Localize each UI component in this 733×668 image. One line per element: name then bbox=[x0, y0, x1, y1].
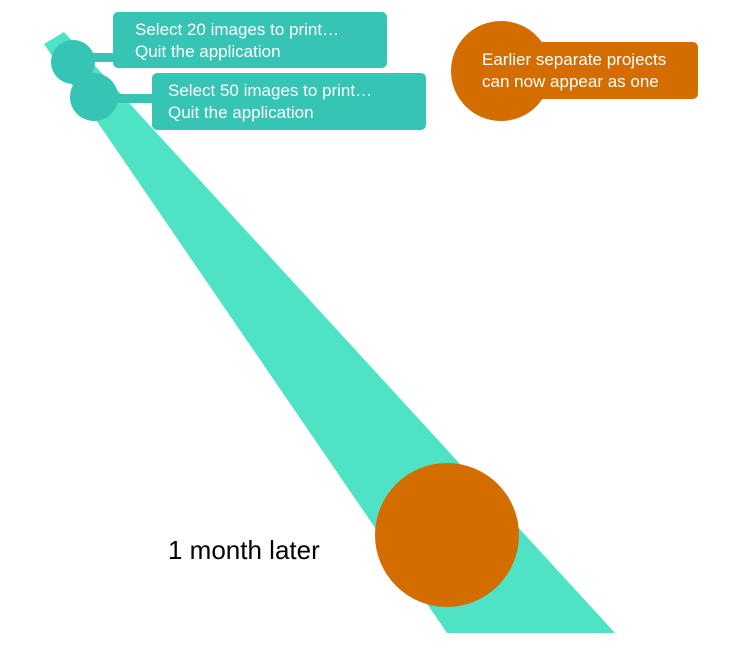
connector-50 bbox=[100, 94, 155, 103]
callout-select-20: Select 20 images to print… Quit the appl… bbox=[113, 12, 387, 68]
callout-select-20-line2: Quit the application bbox=[135, 42, 281, 61]
node-50-images bbox=[70, 73, 118, 121]
callout-merge-line2: can now appear as one bbox=[482, 72, 659, 91]
callout-select-50-line1: Select 50 images to print… bbox=[168, 81, 373, 100]
node-one-month-later bbox=[375, 463, 519, 607]
callout-select-50-line2: Quit the application bbox=[168, 103, 314, 122]
callout-merge-projects: Earlier separate projects can now appear… bbox=[482, 42, 698, 99]
connector-20 bbox=[78, 53, 116, 62]
time-label: 1 month later bbox=[168, 535, 320, 565]
node-20-images bbox=[51, 40, 95, 84]
callout-select-20-line1: Select 20 images to print… bbox=[135, 20, 340, 39]
callout-merge-line1: Earlier separate projects bbox=[482, 50, 667, 69]
callout-select-50: Select 50 images to print… Quit the appl… bbox=[152, 73, 426, 130]
